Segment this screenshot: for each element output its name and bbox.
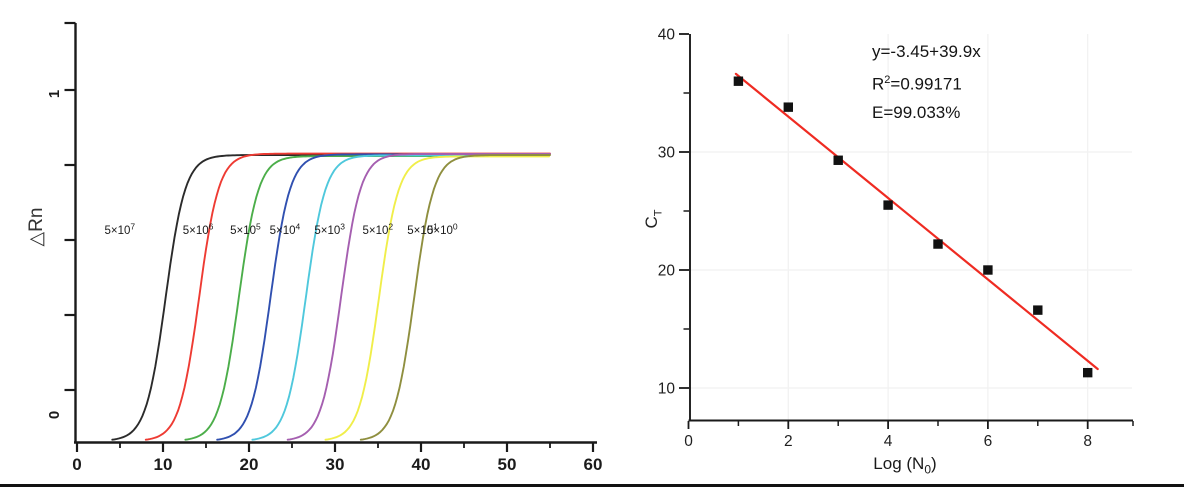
- x-tick-label: 50: [498, 455, 517, 474]
- data-point-marker: [833, 155, 843, 165]
- amplification-curve-5x10e7: [111, 154, 550, 441]
- y-tick-label-right: 30: [658, 145, 676, 162]
- regression-annotation: y=-3.45+39.9x R2=0.99171 E=99.033%: [872, 38, 981, 127]
- x-tick-label-right: 4: [884, 433, 893, 450]
- x-tick-label: 30: [326, 455, 345, 474]
- ct-axis-label-base: C: [642, 216, 661, 229]
- amplification-curve-5x10e3: [251, 154, 551, 441]
- data-point-marker: [1083, 367, 1093, 378]
- y-tick-label-right: 10: [658, 381, 676, 398]
- curve-label: 5×106: [183, 222, 214, 238]
- curve-label: 5×101: [407, 222, 438, 238]
- x-tick-label: 60: [584, 455, 603, 474]
- efficiency-text: E=99.033%: [872, 102, 961, 122]
- amplification-curve-5x10e6: [144, 152, 551, 441]
- ct-axis-label-sub: T: [652, 209, 665, 217]
- amplification-curve-5x10e2: [286, 153, 551, 441]
- curve-label: 5×102: [363, 222, 394, 238]
- data-point-marker: [983, 265, 993, 275]
- amplification-curve-5x10e0: [359, 154, 551, 441]
- r-squared-text: R2=0.99171: [872, 74, 962, 94]
- regression-line: [734, 72, 1099, 371]
- x-tick-label: 20: [240, 455, 259, 474]
- y-tick-label-right: 40: [658, 27, 676, 44]
- curve-label: 5×104: [270, 222, 301, 238]
- curve-label: 5×103: [314, 222, 345, 238]
- equation-text: y=-3.45+39.9x: [872, 42, 981, 61]
- data-point-marker: [1033, 305, 1043, 315]
- x-tick-label-right: 8: [1083, 433, 1092, 450]
- amplification-curve-5x10e1: [324, 155, 551, 441]
- x-tick-label: 10: [154, 455, 173, 474]
- ct-axis-label: CT: [642, 169, 666, 269]
- y-tick-label: 1: [46, 90, 63, 98]
- log-n0-axis-label: Log (N0): [845, 454, 965, 476]
- x-tick-label: 0: [72, 455, 81, 474]
- data-point-marker: [733, 76, 744, 86]
- delta-rn-axis-label: △Rn: [26, 207, 47, 247]
- amplification-curve-5x10e5: [184, 155, 550, 441]
- x-tick-label-right: 2: [784, 433, 793, 450]
- log-n0-label-pre: Log (N: [873, 454, 925, 473]
- data-point-marker: [933, 239, 943, 249]
- x-tick-label-right: 6: [984, 433, 993, 450]
- curve-label: 5×107: [105, 222, 136, 238]
- log-n0-label-post: ): [931, 454, 937, 473]
- data-point-marker: [883, 200, 893, 210]
- y-tick-label-right: 20: [658, 263, 676, 280]
- x-tick-label: 40: [412, 455, 431, 474]
- curve-label: 5×105: [230, 222, 261, 238]
- curve-label: 5×100: [427, 222, 458, 238]
- amplification-curve-5x10e4: [216, 153, 550, 441]
- log-n0-label-sub: 0: [924, 462, 932, 477]
- x-tick-label-right: 0: [684, 433, 693, 450]
- data-point-marker: [783, 102, 793, 112]
- y-tick-label: 0: [46, 411, 63, 419]
- page-bottom-rule: [0, 484, 1184, 487]
